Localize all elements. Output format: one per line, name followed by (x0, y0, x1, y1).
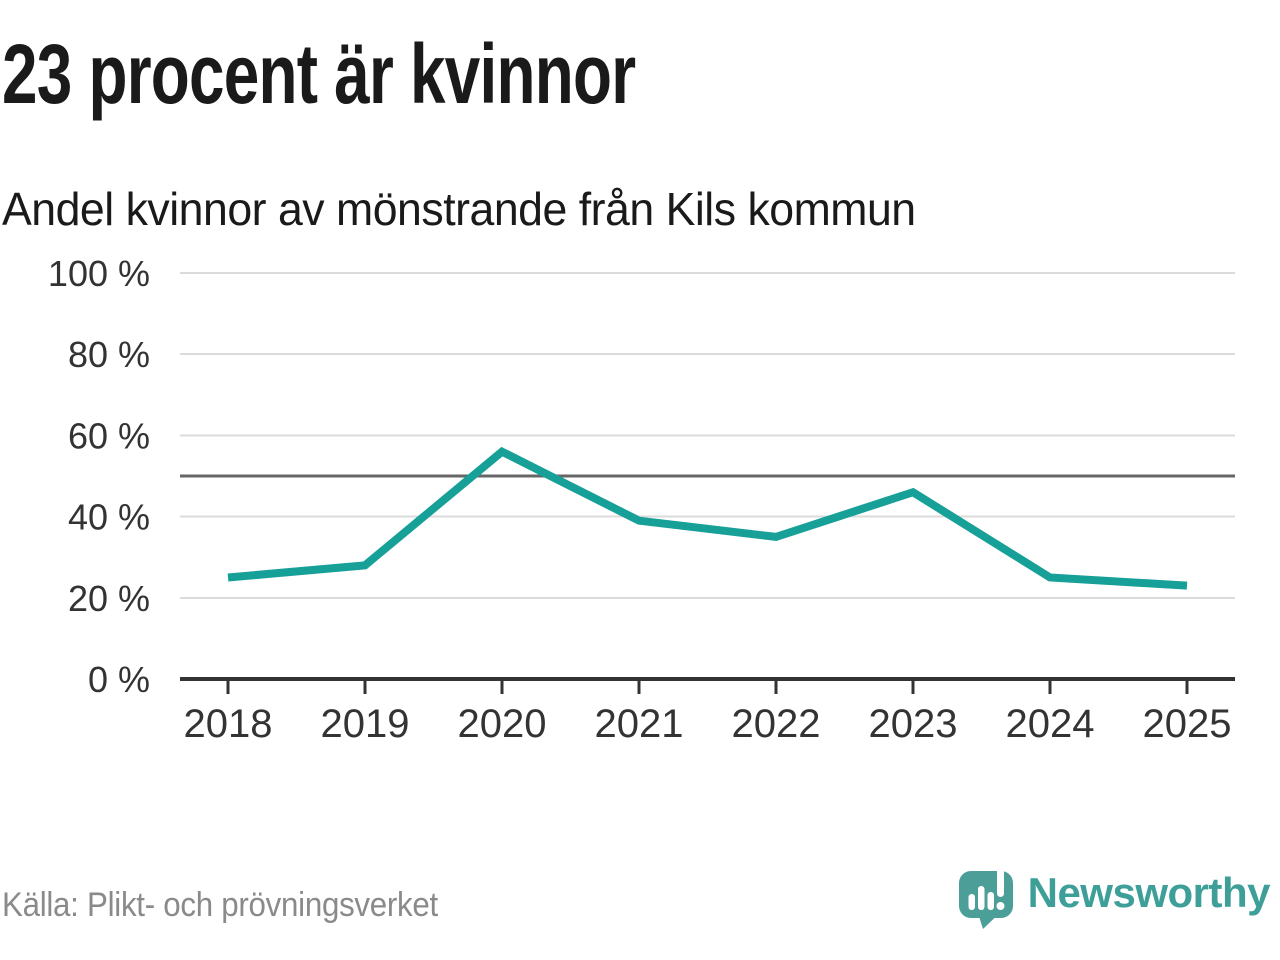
chart-subtitle: Andel kvinnor av mönstrande från Kils ko… (2, 183, 916, 235)
speech-bubble-shape (958, 871, 1013, 929)
x-tick-label-2020: 2020 (458, 702, 547, 746)
newsworthy-wordmark: Newsworthy (1027, 868, 1271, 916)
y-tick-label-100pct: 100 % (48, 253, 150, 294)
page-title: 23 procent är kvinnor (2, 27, 636, 121)
newsworthy-bubble-chart-icon (958, 866, 1013, 929)
bar-3 (987, 892, 994, 910)
x-tick-label-2023: 2023 (869, 702, 958, 746)
y-tick-label-20pct: 20 % (68, 578, 150, 619)
x-tick-label-2022: 2022 (732, 702, 821, 746)
bar-2 (977, 886, 985, 910)
line-chart: 2018 2019 2020 2021 2022 2023 2024 2025 0 % 20 % 4… (48, 253, 1235, 746)
x-tick-label-2018: 2018 (184, 702, 273, 746)
source-text: Källa: Plikt- och prövningsverket (2, 886, 438, 924)
newsworthy-logo: Newsworthy (958, 866, 1271, 929)
data-line-andel-kvinnor-av-m-nstrande (227, 446, 1188, 590)
x-tick-label-2024: 2024 (1006, 702, 1095, 746)
exclamation-bar (996, 866, 1004, 897)
y-tick-label-0pct: 0 % (88, 659, 150, 700)
y-tick-label-80pct: 80 % (68, 334, 150, 375)
y-tick-label-40pct: 40 % (68, 497, 150, 538)
bar-1 (968, 894, 975, 910)
exclamation-dot (996, 902, 1005, 910)
x-tick-label-2025: 2025 (1143, 702, 1232, 746)
y-tick-label-60pct: 60 % (68, 415, 150, 456)
x-tick-label-2021: 2021 (595, 702, 684, 746)
x-tick-label-2019: 2019 (321, 702, 410, 746)
